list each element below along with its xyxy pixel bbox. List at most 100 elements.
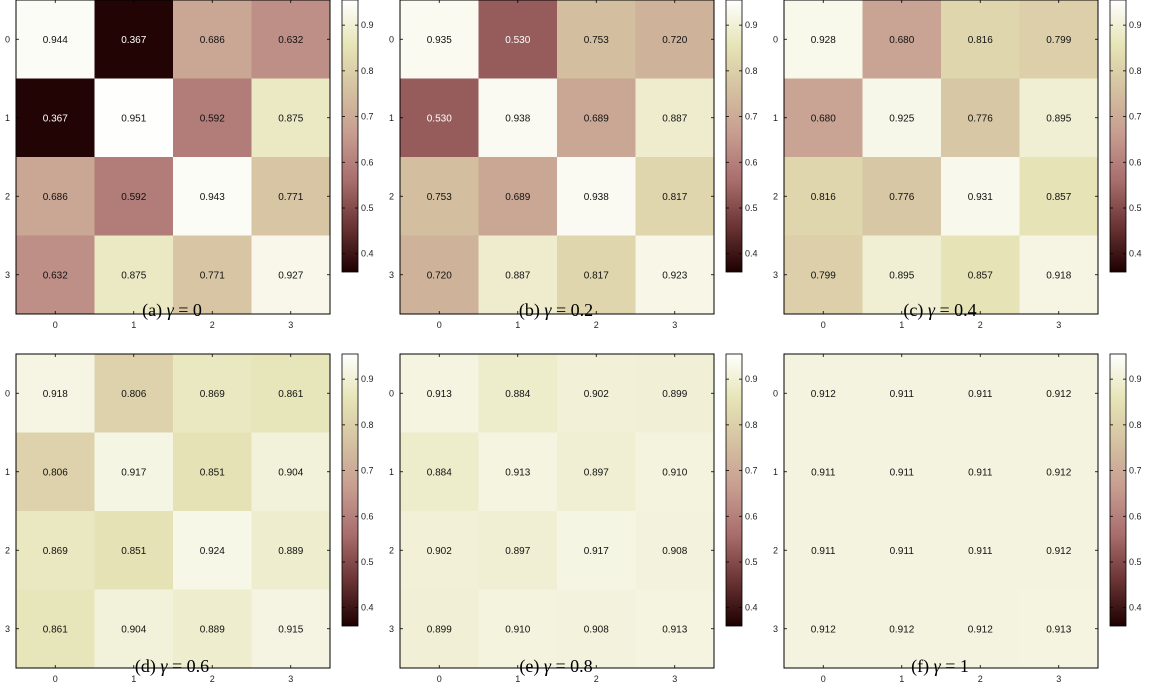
heatmap-cell xyxy=(251,78,331,158)
heatmap-cell xyxy=(478,157,558,236)
heatmap-cell xyxy=(862,354,942,433)
heatmap-cell xyxy=(94,589,174,669)
heatmap-cell xyxy=(400,354,479,433)
heatmap-cell xyxy=(16,0,95,79)
cell-value-label: 0.367 xyxy=(121,35,146,46)
colorbar-tick-label: 0.4 xyxy=(361,603,374,613)
colorbar-tick-label: 0.8 xyxy=(361,420,374,430)
heatmap-cell xyxy=(941,511,1020,590)
colorbar xyxy=(341,0,359,273)
y-tick-label: 2 xyxy=(773,191,778,201)
heatmap-cell xyxy=(173,511,252,590)
heatmap-cell xyxy=(635,235,715,315)
x-tick-label: 0 xyxy=(53,320,58,330)
heatmap-panel-a: 0.944 0.367 0.686 0.632 0.367 0.951 0.592 0.875… xyxy=(0,0,384,342)
cell-value-label: 0.911 xyxy=(811,546,836,557)
colorbar xyxy=(1109,353,1127,627)
heatmap-cell xyxy=(16,511,95,590)
cell-value-label: 0.857 xyxy=(968,270,993,281)
caption-equation: = 1 xyxy=(945,656,969,676)
cell-value-label: 0.908 xyxy=(662,546,687,557)
cell-value-label: 0.931 xyxy=(968,192,993,203)
cell-value-label: 0.895 xyxy=(1046,113,1071,124)
heatmap-cell xyxy=(16,78,95,158)
colorbar-tick-label: 0.9 xyxy=(745,20,758,30)
heatmap-cell xyxy=(478,354,558,433)
cell-value-label: 0.592 xyxy=(121,192,146,203)
heatmap-cell xyxy=(557,235,636,315)
cell-value-label: 0.753 xyxy=(584,35,609,46)
heatmap-cell xyxy=(941,235,1020,315)
colorbar xyxy=(1109,0,1127,273)
colorbar-tick-label: 0.4 xyxy=(1129,603,1142,613)
x-tick-label: 2 xyxy=(978,674,983,684)
heatmap-cell xyxy=(478,432,558,512)
caption-symbol: γ xyxy=(160,656,168,676)
heatmap-cell xyxy=(635,511,715,590)
colorbar-tick-label: 0.9 xyxy=(745,374,758,384)
cell-value-label: 0.951 xyxy=(121,113,146,124)
cell-value-label: 0.912 xyxy=(1046,389,1071,400)
caption-prefix: (c) xyxy=(903,300,924,320)
heatmap-frame xyxy=(399,0,715,315)
y-tick-label: 1 xyxy=(5,113,10,123)
x-tick-label: 1 xyxy=(515,674,520,684)
cell-value-label: 0.367 xyxy=(43,113,68,124)
y-tick-label: 2 xyxy=(5,191,10,201)
colorbar-tick-label: 0.8 xyxy=(745,66,758,76)
cell-value-label: 0.924 xyxy=(200,546,225,557)
heatmap-cell xyxy=(784,589,863,669)
cell-value-label: 0.912 xyxy=(1046,546,1071,557)
cell-value-label: 0.689 xyxy=(584,113,609,124)
x-tick-label: 1 xyxy=(899,674,904,684)
cell-value-label: 0.875 xyxy=(121,270,146,281)
heatmap-cell xyxy=(94,354,174,433)
heatmap-cell xyxy=(784,235,863,315)
cell-value-label: 0.851 xyxy=(200,467,225,478)
cell-value-label: 0.875 xyxy=(278,113,303,124)
y-tick-label: 1 xyxy=(389,467,394,477)
y-tick-label: 3 xyxy=(389,270,394,280)
y-tick-label: 0 xyxy=(389,34,394,44)
y-tick-label: 3 xyxy=(773,270,778,280)
cell-value-label: 0.917 xyxy=(584,546,609,557)
heatmap-cell xyxy=(251,0,331,79)
cell-value-label: 0.913 xyxy=(427,389,452,400)
colorbar-tick-label: 0.7 xyxy=(1129,466,1142,476)
cell-value-label: 0.857 xyxy=(1046,192,1071,203)
heatmap-cell xyxy=(173,235,252,315)
colorbar-tick-label: 0.4 xyxy=(1129,249,1142,259)
heatmap-cell xyxy=(251,235,331,315)
colorbar-tick-label: 0.8 xyxy=(745,420,758,430)
x-tick-label: 0 xyxy=(53,674,58,684)
colorbar-tick-label: 0.5 xyxy=(361,203,374,213)
colorbar-tick-label: 0.8 xyxy=(1129,420,1142,430)
heatmap-cell xyxy=(784,511,863,590)
cell-value-label: 0.911 xyxy=(890,467,915,478)
cell-value-label: 0.884 xyxy=(505,389,530,400)
heatmap-cell xyxy=(635,354,715,433)
heatmap-cell xyxy=(941,0,1020,79)
heatmap-cell xyxy=(941,354,1020,433)
y-tick-label: 0 xyxy=(773,388,778,398)
caption-prefix: (d) xyxy=(134,656,156,676)
cell-value-label: 0.928 xyxy=(811,35,836,46)
heatmap-cell xyxy=(94,157,174,236)
heatmap-cell xyxy=(251,157,331,236)
heatmap-cell xyxy=(173,78,252,158)
caption-b: (b) γ = 0.2 xyxy=(384,300,728,321)
cell-value-label: 0.913 xyxy=(662,624,687,635)
heatmap-cell xyxy=(941,432,1020,512)
heatmap-cell xyxy=(478,0,558,79)
caption-d: (d) γ = 0.6 xyxy=(0,656,344,677)
cell-value-label: 0.911 xyxy=(890,546,915,557)
cell-value-label: 0.915 xyxy=(278,624,303,635)
colorbar-tick-label: 0.9 xyxy=(1129,374,1142,384)
cell-value-label: 0.897 xyxy=(505,546,530,557)
x-tick-label: 1 xyxy=(899,320,904,330)
cell-value-label: 0.869 xyxy=(43,546,68,557)
cell-value-label: 0.689 xyxy=(505,192,530,203)
heatmap-cell xyxy=(557,0,636,79)
x-tick-label: 0 xyxy=(437,674,442,684)
